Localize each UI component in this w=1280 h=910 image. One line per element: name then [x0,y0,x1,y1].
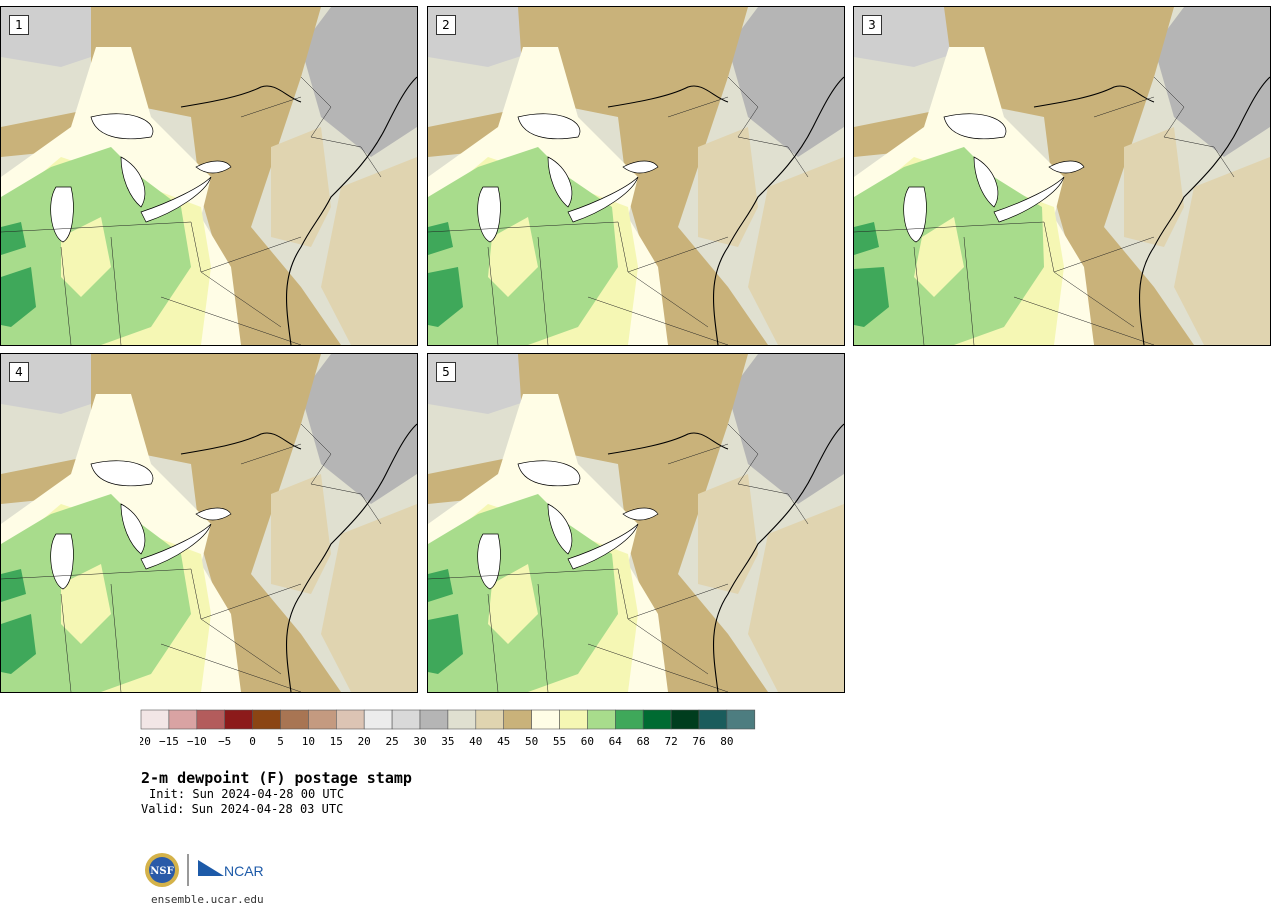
panel-number: 4 [9,362,29,382]
panel-number: 1 [9,15,29,35]
colorbar-tick-label: 68 [637,735,650,748]
valid-time: Valid: Sun 2024-04-28 03 UTC [141,802,344,816]
colorbar-tick-label: 15 [330,735,343,748]
colorbar-swatch [614,709,644,730]
colorbar-swatch [475,709,504,730]
colorbar-swatch [531,709,560,730]
chart-title: 2-m dewpoint (F) postage stamp [141,769,412,787]
dewpoint-colorbar: −20 −15 −10 −5 0 5 10 15 20 25 30 35 40 45 50 55 60 64 68 7… [140,709,756,748]
nsf-ncar-logos: NSF NCAR [145,853,264,887]
colorbar-tick-label: −15 [159,735,179,748]
colorbar-swatch [308,709,337,730]
colorbar-tick-label: 40 [469,735,482,748]
panel-number: 5 [436,362,456,382]
colorbar-tick-label: 5 [277,735,284,748]
colorbar-tick-label: 60 [581,735,594,748]
map-panel-5: 5 [427,353,845,693]
nsf-logo-text: NSF [150,866,173,877]
colorbar-tick-label: 45 [497,735,510,748]
colorbar-swatch [140,709,170,730]
dewpoint-map-1 [1,7,417,345]
colorbar-swatch [447,709,477,730]
dewpoint-map-2 [428,7,844,345]
colorbar-swatch [391,709,421,730]
panel-number: 2 [436,15,456,35]
map-panel-3: 3 [853,6,1271,346]
colorbar-swatch [224,709,253,730]
dewpoint-map-5 [428,354,844,692]
colorbar-swatch [336,709,365,730]
colorbar-swatch [419,709,449,730]
colorbar-tick-label: 10 [302,735,315,748]
colorbar-swatch [503,709,532,730]
colorbar-tick-label: −20 [140,735,151,748]
colorbar-tick-label: 25 [385,735,398,748]
colorbar-swatch [726,709,756,730]
colorbar-tick-label: 80 [720,735,733,748]
colorbar-swatch [280,709,309,730]
colorbar-swatch [642,709,672,730]
panel-number: 3 [862,15,882,35]
colorbar-swatch [196,709,225,730]
colorbar-swatch [670,709,700,730]
colorbar-tick-label: 76 [692,735,705,748]
colorbar-tick-label: 55 [553,735,566,748]
colorbar-swatch [363,709,393,730]
colorbar-tick-label: 64 [609,735,623,748]
map-panel-4: 4 [0,353,418,693]
map-panel-1: 1 [0,6,418,346]
dewpoint-map-3 [854,7,1270,345]
colorbar-swatch [698,709,728,730]
colorbar-tick-label: 35 [441,735,454,748]
colorbar-swatch [252,709,281,730]
colorbar-tick-label: 50 [525,735,538,748]
colorbar-tick-label: 0 [249,735,256,748]
ncar-logo-icon: NCAR [198,860,264,879]
colorbar-tick-label: 20 [358,735,371,748]
footer-url: ensemble.ucar.edu [151,893,264,906]
colorbar-tick-label: −10 [187,735,207,748]
colorbar-tick-label: 30 [413,735,426,748]
colorbar-tick-label: −5 [218,735,231,748]
colorbar-swatch [559,709,588,730]
colorbar-swatch [587,709,616,730]
colorbar-swatch [168,709,198,730]
colorbar-tick-label: 72 [664,735,677,748]
dewpoint-map-4 [1,354,417,692]
ncar-logo-text: NCAR [224,863,264,879]
map-panel-2: 2 [427,6,845,346]
nsf-logo-icon: NSF [145,853,179,887]
init-time: Init: Sun 2024-04-28 00 UTC [149,787,345,801]
